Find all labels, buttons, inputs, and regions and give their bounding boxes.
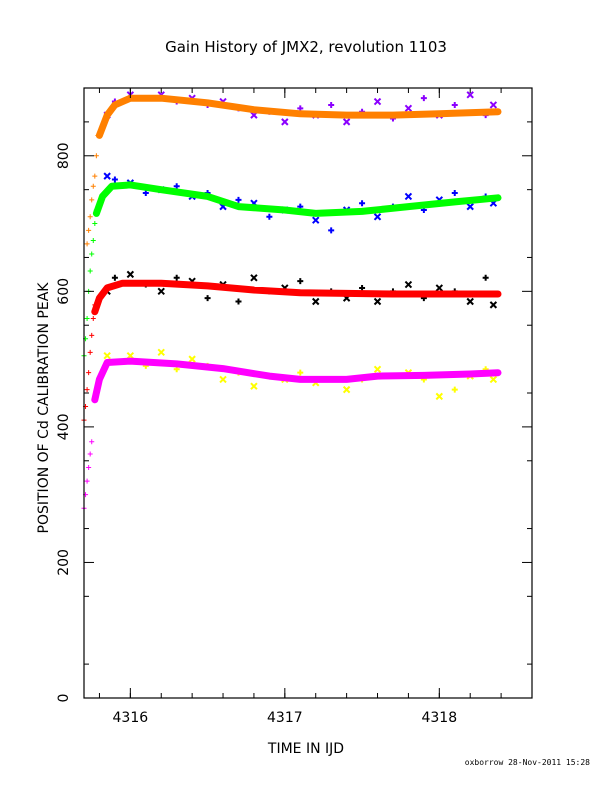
data-point	[359, 200, 366, 207]
ramp-point	[87, 451, 93, 457]
data-point	[312, 297, 320, 306]
data-point	[328, 227, 335, 234]
data-point	[451, 386, 458, 393]
fit-curve	[91, 357, 502, 404]
ramp-point	[84, 315, 90, 321]
data-point	[281, 118, 289, 126]
data-point	[489, 301, 498, 309]
data-point	[103, 352, 111, 360]
data-point	[250, 382, 258, 390]
data-point	[266, 213, 273, 220]
ramp-point	[89, 439, 95, 445]
ramp-point	[90, 183, 96, 189]
data-point	[103, 172, 111, 180]
data-point	[188, 355, 196, 363]
ramp-point	[92, 173, 98, 179]
ramp-point	[93, 153, 99, 159]
data-point	[482, 274, 489, 281]
data-point	[297, 278, 304, 285]
ramp-point	[87, 268, 93, 274]
data-point	[466, 91, 474, 99]
data-point	[489, 101, 498, 109]
data-point	[435, 392, 444, 401]
data-point	[466, 297, 474, 306]
data-point	[451, 190, 458, 197]
data-point	[157, 348, 165, 357]
x-tick-label: 4317	[267, 710, 303, 726]
data-point	[373, 365, 382, 373]
ramp-point	[89, 197, 95, 203]
ramp-point	[84, 241, 90, 247]
data-point	[373, 213, 382, 221]
data-point	[342, 385, 351, 394]
data-point	[297, 369, 304, 376]
data-point	[359, 284, 366, 291]
ramp-point	[84, 387, 90, 393]
ramp-point	[92, 221, 98, 227]
footer-credit: oxborrow 28-Nov-2011 15:28	[464, 758, 590, 767]
data-point	[157, 287, 165, 296]
x-tick-label: 4316	[113, 710, 149, 726]
axis-ticks: 4316 4317 4318 0 200 400 600 800	[56, 88, 533, 726]
ramp-point	[87, 349, 93, 355]
fit-curve	[92, 181, 502, 217]
data-point	[312, 216, 320, 224]
data-point	[451, 101, 458, 108]
data-point	[328, 101, 335, 108]
data-point	[142, 190, 149, 197]
data-point	[342, 118, 351, 126]
x-tick-label: 4318	[421, 710, 457, 726]
y-tick-label: 600	[56, 278, 72, 305]
ramp-point	[90, 238, 96, 243]
data-point	[173, 274, 180, 281]
y-tick-label: 0	[56, 694, 72, 703]
plot-frame	[83, 87, 533, 699]
data-point	[173, 183, 180, 190]
data-point	[373, 297, 382, 306]
ramp-point	[84, 478, 90, 484]
data-point	[250, 274, 258, 282]
ramp-point	[86, 370, 92, 376]
ramp-point	[90, 315, 96, 321]
fit-curve	[95, 94, 502, 139]
data-point	[235, 196, 242, 203]
ramp-point	[89, 251, 95, 257]
data-point	[404, 280, 413, 289]
data-point	[235, 298, 242, 305]
data-point	[204, 295, 211, 302]
data-point	[404, 104, 413, 113]
data-point	[466, 202, 474, 211]
data-point	[111, 274, 118, 281]
ramp-point	[89, 332, 95, 338]
ramp-point	[86, 227, 92, 233]
ramp-point	[87, 214, 93, 220]
data-point	[111, 176, 118, 183]
data-point	[373, 97, 382, 106]
y-tick-label: 400	[56, 414, 72, 441]
ramp-point	[86, 465, 92, 471]
data-point	[404, 192, 413, 201]
chart-title: Gain History of JMX2, revolution 1103	[165, 38, 447, 56]
data-point	[489, 375, 498, 384]
x-axis-label: TIME IN IJD	[267, 741, 344, 757]
y-tick-label: 800	[56, 142, 72, 169]
data-point	[219, 375, 227, 384]
data-point	[126, 270, 135, 279]
data-point	[435, 284, 444, 292]
y-tick-label: 200	[56, 549, 72, 576]
data-point	[420, 95, 427, 102]
y-axis-label: POSITION OF Cd CALIBRATION PEAK	[36, 282, 52, 534]
chart-marks	[81, 91, 502, 511]
fit-curve	[91, 279, 502, 316]
